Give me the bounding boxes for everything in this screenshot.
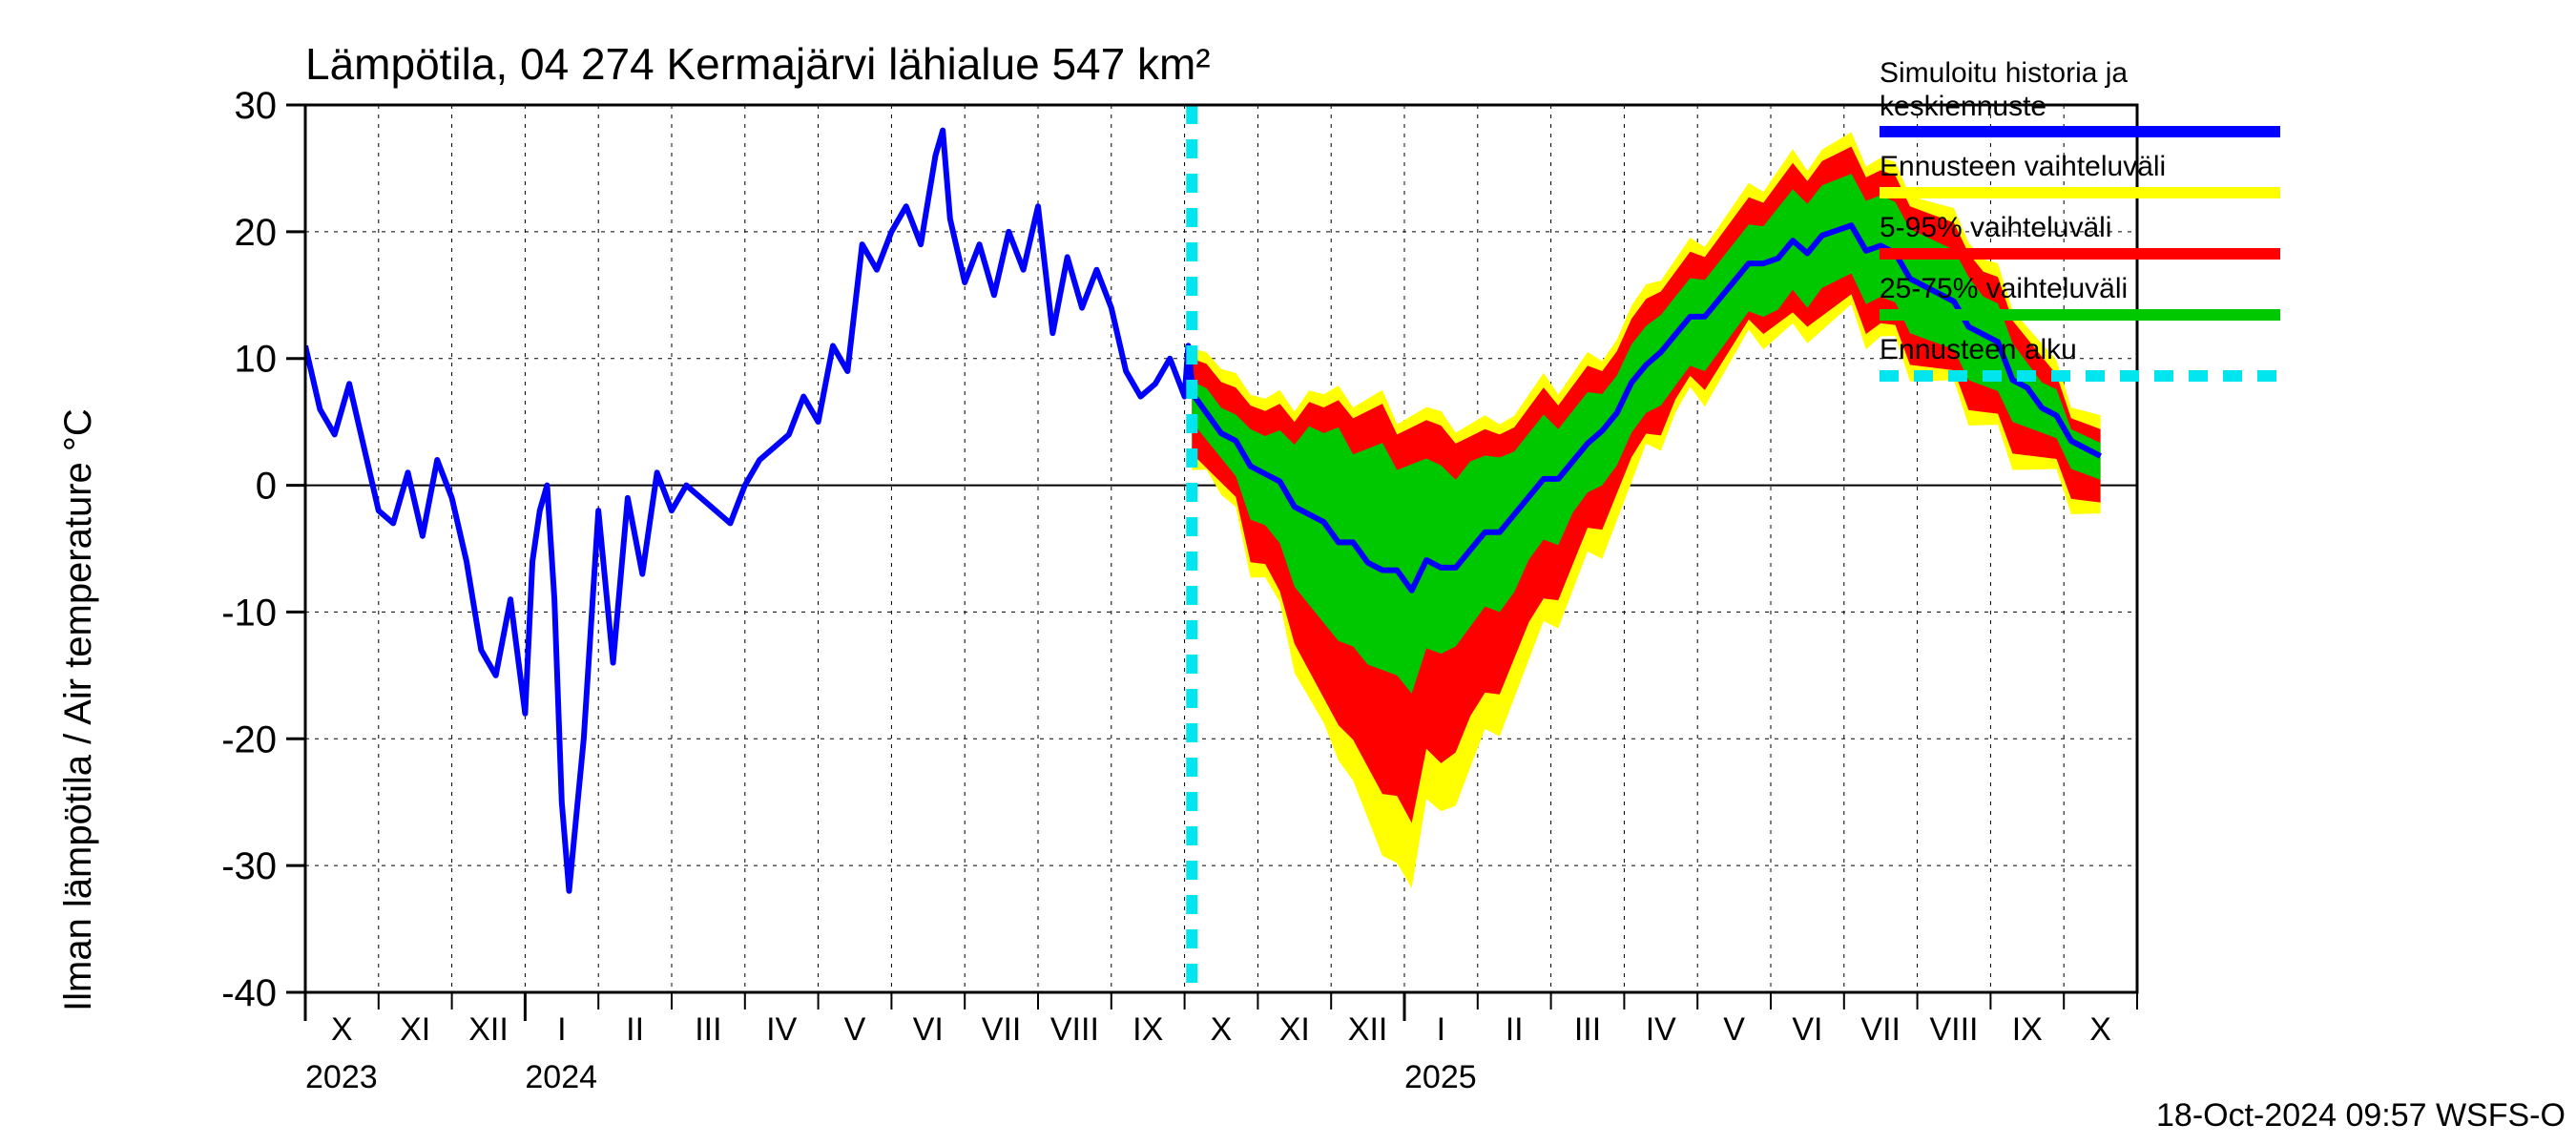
ytick-label: 0 [256,466,277,508]
legend-label: 5-95% vaihteluväli [1880,212,2280,245]
month-label: IX [2012,1011,2043,1048]
month-label: III [1574,1011,1601,1048]
year-label: 2025 [1404,1059,1477,1095]
month-label: VIII [1929,1011,1978,1048]
year-label: 2023 [305,1059,378,1095]
month-label: V [844,1011,866,1048]
legend-swatch [1880,370,2280,382]
month-label: XI [400,1011,430,1048]
ytick-label: -10 [221,592,277,634]
ytick-label: 10 [235,339,278,381]
legend-label: Simuloitu historia jakeskiennuste [1880,57,2280,123]
legend-swatch [1880,309,2280,321]
legend-label: 25-75% vaihteluväli [1880,273,2280,306]
month-label: VII [1860,1011,1901,1048]
month-label: II [626,1011,644,1048]
legend-label: Ennusteen vaihteluväli [1880,151,2280,184]
month-label: XII [1348,1011,1388,1048]
month-label: I [557,1011,566,1048]
ytick-label: -30 [221,845,277,887]
month-label: I [1437,1011,1445,1048]
month-label: VIII [1050,1011,1099,1048]
timestamp-label: 18-Oct-2024 09:57 WSFS-O [2156,1097,2566,1135]
ytick-label: -20 [221,718,277,760]
month-label: II [1506,1011,1524,1048]
history-line [305,131,1192,891]
month-label: III [695,1011,721,1048]
month-label: IV [766,1011,797,1048]
month-label: XII [468,1011,509,1048]
month-label: X [1211,1011,1233,1048]
y-axis-label: Ilman lämpötila / Air temperature °C [57,408,100,1011]
legend-swatch [1880,187,2280,198]
ytick-label: 30 [235,85,278,127]
month-label: IX [1132,1011,1163,1048]
month-label: VI [913,1011,944,1048]
ytick-label: -40 [221,972,277,1014]
legend-swatch [1880,126,2280,137]
month-label: IV [1646,1011,1676,1048]
month-label: X [2089,1011,2111,1048]
month-label: VI [1792,1011,1822,1048]
month-label: X [331,1011,353,1048]
month-label: XI [1279,1011,1310,1048]
month-label: V [1723,1011,1745,1048]
year-label: 2024 [525,1059,597,1095]
legend-label: Ennusteen alku [1880,334,2280,367]
month-label: VII [982,1011,1022,1048]
chart-title: Lämpötila, 04 274 Kermajärvi lähialue 54… [305,38,1211,90]
ytick-label: 20 [235,212,278,254]
legend-swatch [1880,248,2280,260]
